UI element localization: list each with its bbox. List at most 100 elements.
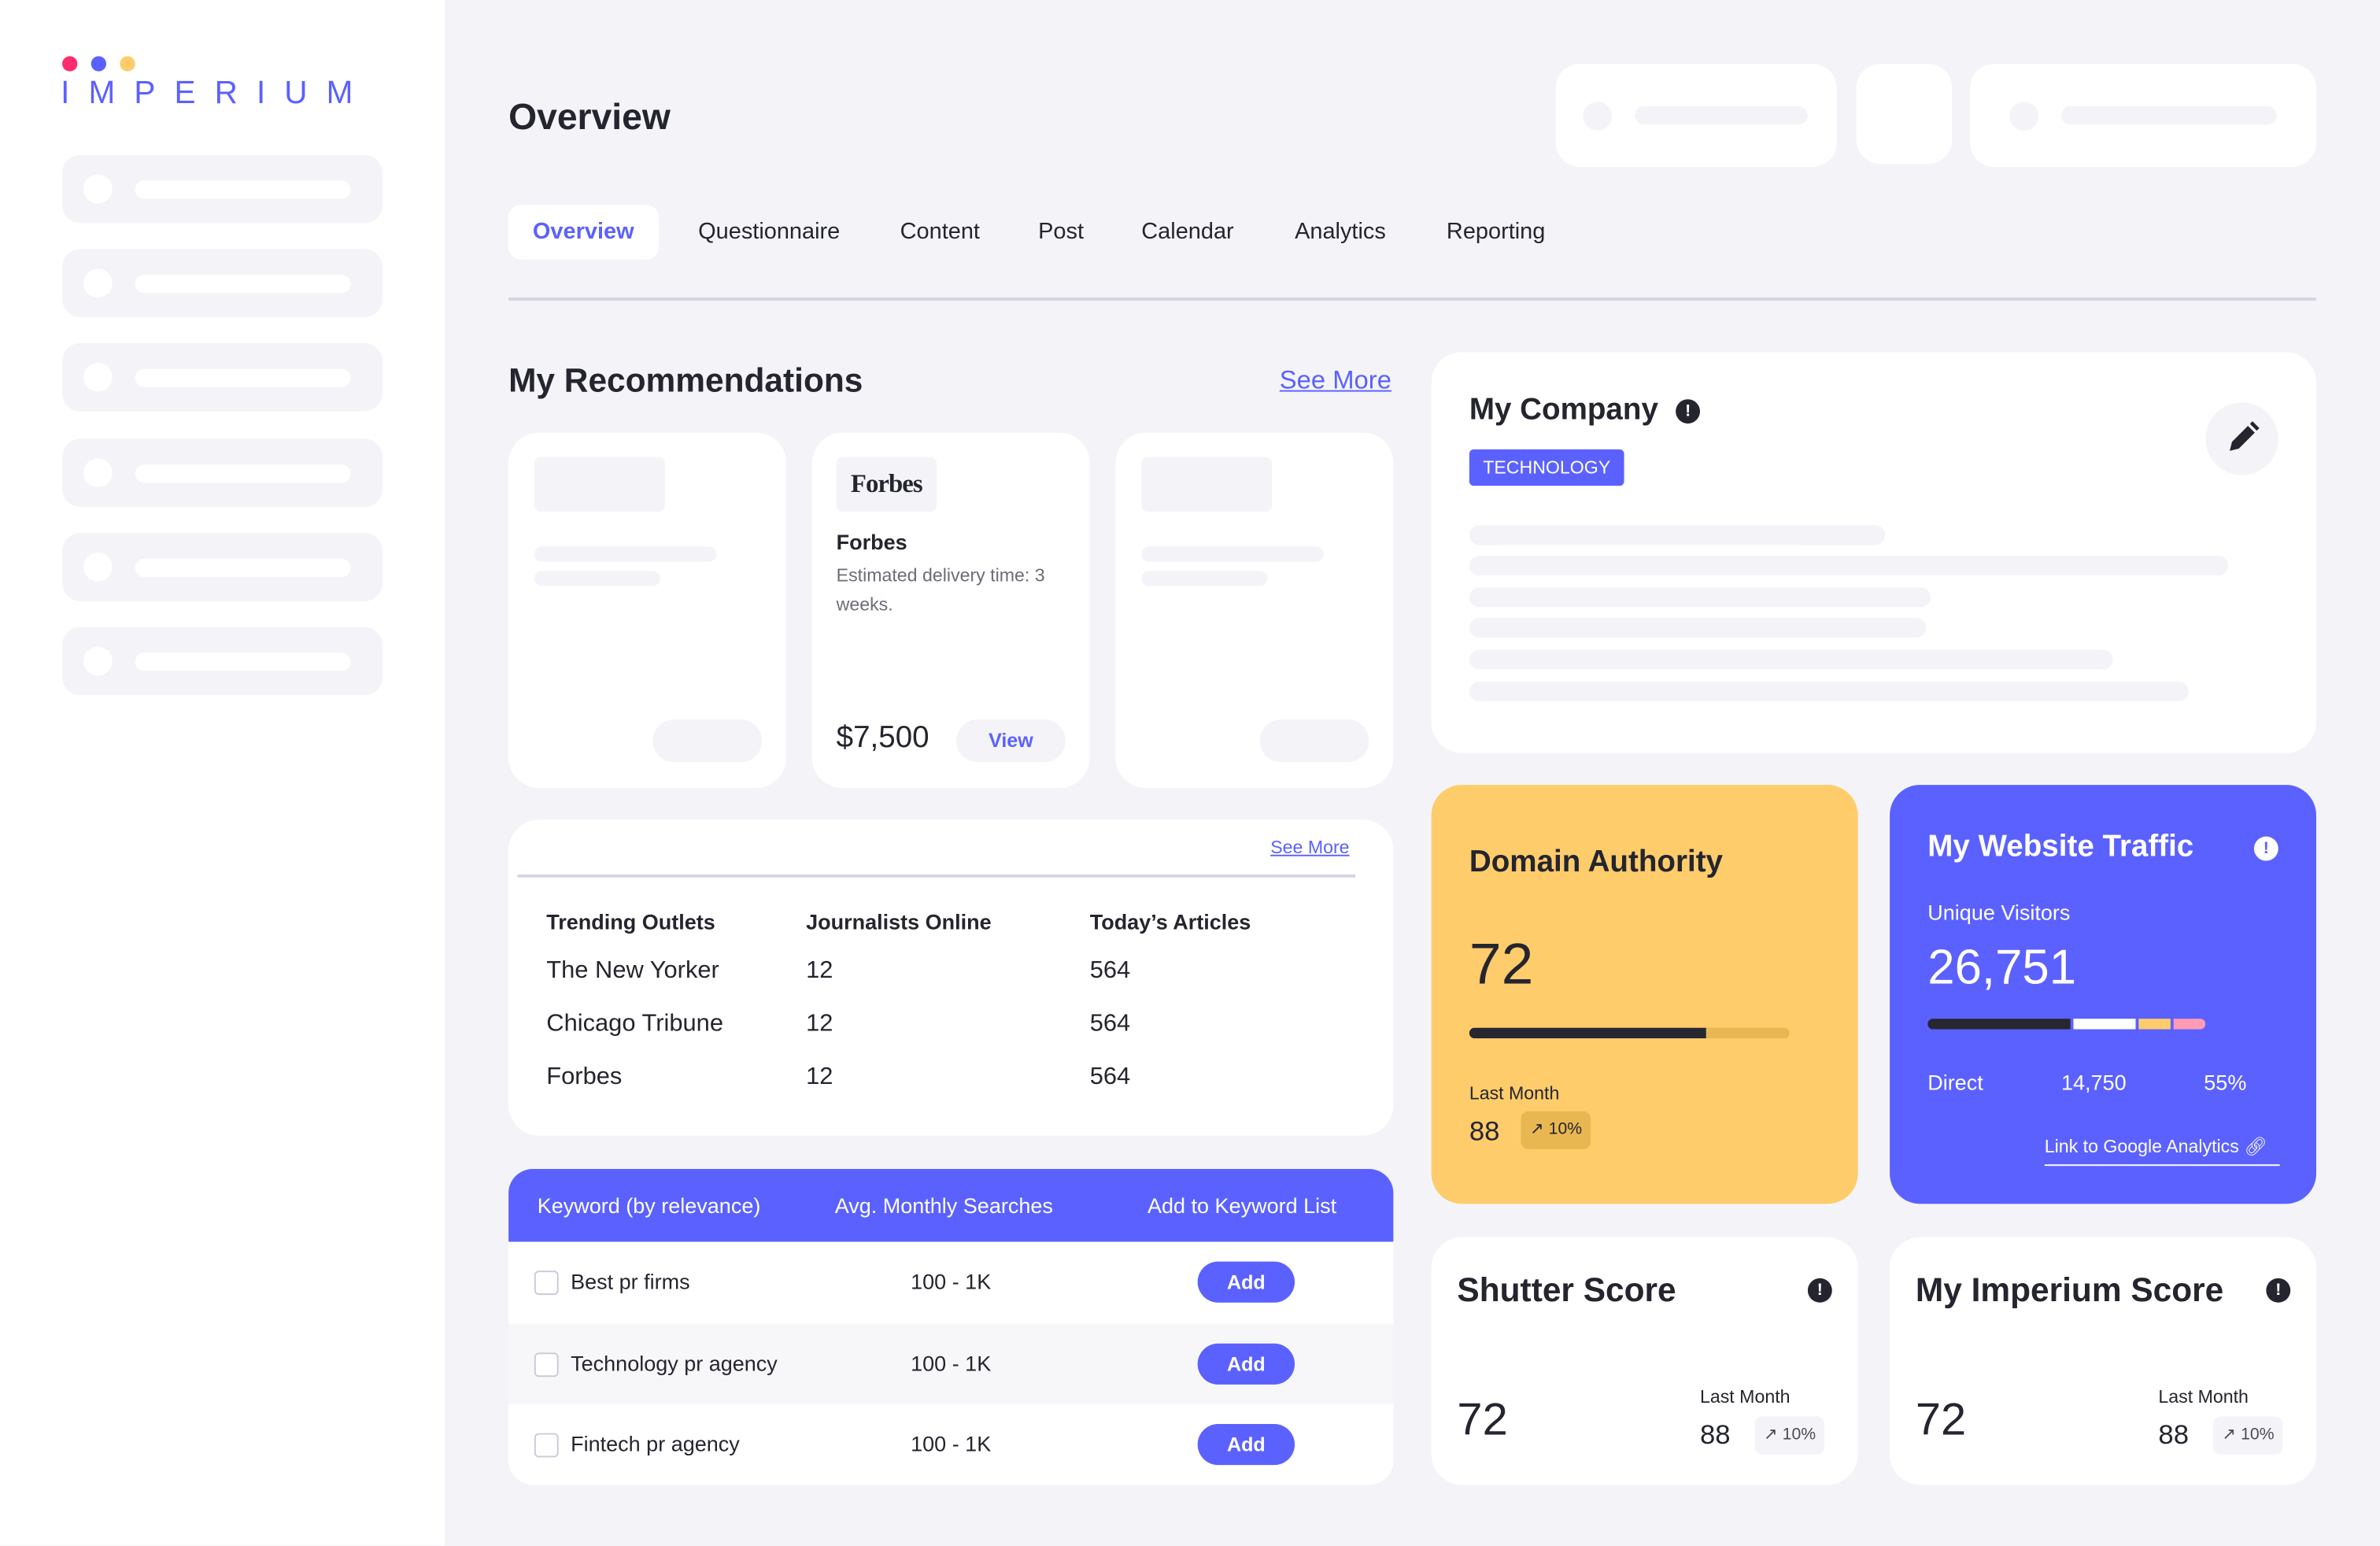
page-title: Overview bbox=[508, 97, 671, 139]
tab-reporting[interactable]: Reporting bbox=[1446, 218, 1546, 245]
outlet-price: $7,500 bbox=[836, 721, 929, 755]
traffic-segment bbox=[2138, 1019, 2171, 1030]
header-placeholder[interactable] bbox=[1970, 63, 2316, 168]
add-keyword-button[interactable]: Add bbox=[1197, 1343, 1295, 1385]
sidebar-item-placeholder[interactable] bbox=[62, 438, 382, 508]
todays-articles: 564 bbox=[1089, 1063, 1131, 1090]
logo-dot-red bbox=[62, 56, 78, 72]
change-badge: ↗ 10% bbox=[2212, 1416, 2284, 1455]
keyword: Best pr firms bbox=[571, 1269, 690, 1294]
logo-dot-blue bbox=[91, 56, 106, 72]
shutter-score-value: 72 bbox=[1457, 1395, 1508, 1445]
source-label: Direct bbox=[1927, 1070, 1983, 1095]
my-company-card: My Company ! TECHNOLOGY bbox=[1431, 352, 2316, 753]
company-title-row: My Company ! bbox=[1469, 393, 1701, 427]
last-month-label: Last Month bbox=[1469, 1082, 1560, 1104]
outlet-name: Chicago Tribune bbox=[546, 1011, 723, 1037]
link-label: Link to Google Analytics bbox=[2044, 1135, 2239, 1157]
tab-analytics[interactable]: Analytics bbox=[1295, 218, 1386, 245]
header-placeholder-button[interactable] bbox=[1856, 63, 1953, 165]
info-icon[interactable]: ! bbox=[1676, 399, 1701, 424]
last-month-value: 88 bbox=[2158, 1419, 2190, 1450]
table-row: Technology pr agency 100 - 1K Add bbox=[508, 1323, 1394, 1404]
domain-authority-title: Domain Authority bbox=[1469, 845, 1723, 879]
edit-button[interactable] bbox=[2205, 402, 2278, 475]
sidebar-item-placeholder[interactable] bbox=[62, 249, 382, 318]
info-icon[interactable]: ! bbox=[2253, 836, 2278, 861]
monthly-searches: 100 - 1K bbox=[911, 1431, 992, 1456]
progress-fill bbox=[1469, 1027, 1706, 1039]
sidebar-item-placeholder[interactable] bbox=[62, 154, 382, 224]
column-header: Keyword (by relevance) bbox=[537, 1193, 761, 1218]
recommendations-see-more-link[interactable]: See More bbox=[1279, 365, 1391, 395]
link-icon: 🔗︎ bbox=[2244, 1135, 2267, 1157]
imperium-score-card: My Imperium Score ! 72 Last Month 88 ↗ 1… bbox=[1890, 1237, 2316, 1485]
shutter-score-title: Shutter Score bbox=[1457, 1270, 1676, 1309]
monthly-searches: 100 - 1K bbox=[911, 1269, 992, 1294]
outlet-name: The New Yorker bbox=[546, 957, 719, 984]
keyword: Technology pr agency bbox=[571, 1351, 778, 1376]
column-header: Journalists Online bbox=[806, 909, 992, 934]
sidebar: IMPERIUM bbox=[0, 0, 445, 1546]
tab-calendar[interactable]: Calendar bbox=[1141, 218, 1234, 245]
change-badge: ↗ 10% bbox=[1521, 1111, 1591, 1149]
last-month-label: Last Month bbox=[2158, 1385, 2249, 1407]
outlet-description: Estimated delivery time: 3 weeks. bbox=[836, 564, 1045, 616]
recommendation-card-placeholder[interactable] bbox=[1115, 432, 1394, 788]
keyword: Fintech pr agency bbox=[571, 1431, 740, 1456]
traffic-segment bbox=[2073, 1019, 2135, 1030]
unique-visitors-value: 26,751 bbox=[1927, 939, 2077, 995]
table-row: Fintech pr agency 100 - 1K Add bbox=[508, 1404, 1394, 1485]
website-traffic-card: My Website Traffic ! Unique Visitors 26,… bbox=[1890, 785, 2316, 1204]
add-keyword-button[interactable]: Add bbox=[1197, 1261, 1295, 1303]
change-value: 10% bbox=[1548, 1120, 1583, 1139]
recommendation-card-placeholder[interactable] bbox=[508, 432, 786, 788]
info-icon[interactable]: ! bbox=[2266, 1278, 2291, 1303]
info-icon[interactable]: ! bbox=[1807, 1278, 1832, 1303]
tab-overview[interactable]: Overview bbox=[508, 205, 659, 260]
keywords-table: Keyword (by relevance) Avg. Monthly Sear… bbox=[508, 1168, 1394, 1485]
tab-content[interactable]: Content bbox=[900, 218, 980, 245]
todays-articles: 564 bbox=[1089, 957, 1131, 984]
imperium-score-value: 72 bbox=[1915, 1395, 1967, 1445]
last-month-label: Last Month bbox=[1699, 1385, 1791, 1407]
keyword-checkbox[interactable] bbox=[534, 1270, 559, 1296]
traffic-source-bar bbox=[1927, 1019, 2206, 1030]
sidebar-item-placeholder[interactable] bbox=[62, 342, 382, 412]
tab-questionnaire[interactable]: Questionnaire bbox=[698, 218, 841, 245]
todays-articles: 564 bbox=[1089, 1011, 1131, 1037]
header-placeholder[interactable] bbox=[1555, 63, 1837, 168]
tab-post[interactable]: Post bbox=[1038, 218, 1085, 245]
add-keyword-button[interactable]: Add bbox=[1197, 1423, 1295, 1466]
trend-up-icon: ↗ bbox=[2222, 1425, 2237, 1444]
table-row: Best pr firms 100 - 1K Add bbox=[508, 1241, 1394, 1322]
column-header: Trending Outlets bbox=[546, 909, 715, 934]
last-month-value: 88 bbox=[1469, 1115, 1500, 1147]
domain-authority-progress bbox=[1469, 1027, 1790, 1039]
column-header: Avg. Monthly Searches bbox=[834, 1193, 1053, 1218]
logo-text: IMPERIUM bbox=[61, 76, 372, 111]
trending-see-more-link[interactable]: See More bbox=[1270, 836, 1350, 858]
imperium-score-title: My Imperium Score bbox=[1915, 1270, 2224, 1309]
journalists-online: 12 bbox=[806, 1063, 833, 1090]
keyword-checkbox[interactable] bbox=[534, 1352, 559, 1378]
traffic-title: My Website Traffic bbox=[1927, 830, 2194, 864]
domain-authority-value: 72 bbox=[1469, 934, 1534, 998]
keyword-checkbox[interactable] bbox=[534, 1433, 559, 1458]
change-value: 10% bbox=[1782, 1425, 1816, 1444]
sidebar-item-placeholder[interactable] bbox=[62, 627, 382, 696]
trending-outlets-card: See More Trending Outlets Journalists On… bbox=[508, 819, 1394, 1136]
traffic-segment bbox=[2173, 1019, 2206, 1030]
forbes-logo: Forbes bbox=[836, 457, 937, 512]
recommendation-card-forbes[interactable]: Forbes Forbes Estimated delivery time: 3… bbox=[811, 432, 1090, 788]
pencil-icon bbox=[2230, 421, 2260, 451]
traffic-segment bbox=[1927, 1019, 2071, 1030]
view-button[interactable]: View bbox=[955, 719, 1066, 763]
change-badge: ↗ 10% bbox=[1754, 1416, 1825, 1455]
company-title: My Company bbox=[1469, 393, 1658, 427]
logo-dot-yellow bbox=[120, 56, 135, 72]
journalists-online: 12 bbox=[806, 1011, 833, 1037]
sidebar-item-placeholder[interactable] bbox=[62, 532, 382, 601]
change-value: 10% bbox=[2241, 1425, 2275, 1444]
google-analytics-link[interactable]: Link to Google Analytics 🔗︎ bbox=[2044, 1135, 2280, 1167]
